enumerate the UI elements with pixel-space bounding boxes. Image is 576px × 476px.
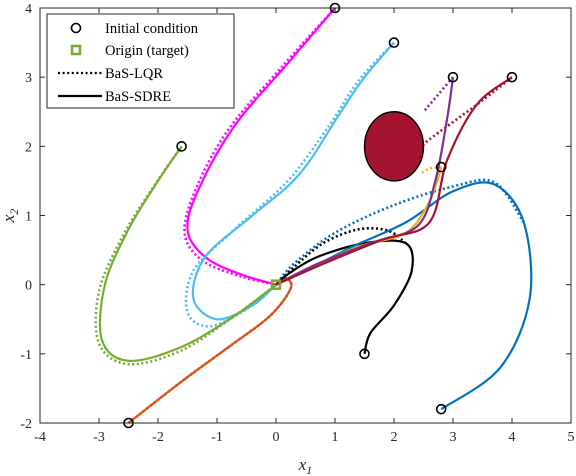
x-axis-label-sub: 1 bbox=[306, 463, 312, 476]
legend-sdre-label: BaS-SDRE bbox=[105, 89, 171, 105]
obstacle-ellipse bbox=[363, 111, 425, 182]
y-axis-label-base: x bbox=[0, 214, 18, 223]
initial-condition-marker-3 bbox=[176, 141, 187, 152]
initial-condition-marker-5 bbox=[359, 348, 370, 360]
y-axis-label-sub: 2 bbox=[7, 209, 21, 215]
y-axis-label: x2 bbox=[0, 209, 21, 224]
initial-condition-marker-6 bbox=[435, 403, 447, 415]
legend-initial-condition-marker bbox=[70, 22, 82, 34]
x-tick-label: 0 bbox=[273, 430, 280, 445]
y-tick-label: -2 bbox=[20, 417, 32, 432]
y-tick-label: 0 bbox=[25, 279, 32, 294]
legend-lqr-label: BaS-LQR bbox=[105, 66, 163, 82]
y-tick-label: 3 bbox=[25, 71, 32, 86]
x-tick-label: -3 bbox=[93, 430, 105, 445]
sdre-trajectory-4 bbox=[127, 276, 293, 424]
y-tick-label: 4 bbox=[25, 2, 32, 17]
y-tick-label: 2 bbox=[25, 140, 32, 155]
axis-ticks: -4 -3 -2 -1 0 1 2 3 4 5 -2 -1 0 1 2 3 4 bbox=[20, 2, 574, 445]
sdre-trajectory-5 bbox=[275, 239, 414, 355]
axis-labels: x1 x2 bbox=[0, 209, 312, 476]
y-tick-label: -1 bbox=[20, 348, 32, 363]
x-tick-label: 3 bbox=[450, 430, 457, 445]
sdre-trajectories bbox=[98, 7, 533, 424]
sdre-trajectory-3 bbox=[98, 145, 277, 362]
origin-marker bbox=[270, 279, 282, 290]
x-tick-label: 5 bbox=[568, 430, 575, 445]
legend-origin-marker bbox=[70, 44, 82, 56]
x-tick-label: -2 bbox=[152, 430, 164, 445]
x-tick-label: -1 bbox=[211, 430, 223, 445]
y-tick-label: 1 bbox=[25, 210, 32, 225]
x-tick-label: 2 bbox=[391, 430, 398, 445]
lqr-trajectory-2 bbox=[184, 41, 395, 328]
initial-condition-marker-8 bbox=[447, 71, 459, 83]
x-tick-label: -4 bbox=[34, 430, 46, 445]
sdre-trajectory-8 bbox=[275, 77, 455, 286]
sdre-trajectory-9 bbox=[275, 76, 513, 286]
x-tick-label: 1 bbox=[332, 430, 339, 445]
legend-origin-label: Origin (target) bbox=[105, 43, 189, 59]
x-tick-label: 4 bbox=[509, 430, 516, 445]
lqr-trajectory-6 bbox=[274, 178, 525, 286]
obstacle bbox=[363, 111, 425, 182]
lqr-trajectory-5 bbox=[275, 226, 407, 286]
initial-condition-marker-2 bbox=[388, 37, 400, 48]
x-axis-label-base: x bbox=[298, 455, 307, 474]
initial-condition-marker-9 bbox=[506, 71, 518, 83]
x-axis-label: x1 bbox=[298, 455, 313, 476]
legend: Initial condition Origin (target) BaS-LQ… bbox=[46, 13, 235, 109]
legend-box bbox=[46, 13, 235, 109]
lqr-trajectory-7 bbox=[419, 165, 442, 176]
legend-initial-condition-label: Initial condition bbox=[105, 21, 199, 37]
initial-condition-marker-7 bbox=[435, 161, 447, 173]
sdre-trajectory-1 bbox=[186, 7, 336, 286]
